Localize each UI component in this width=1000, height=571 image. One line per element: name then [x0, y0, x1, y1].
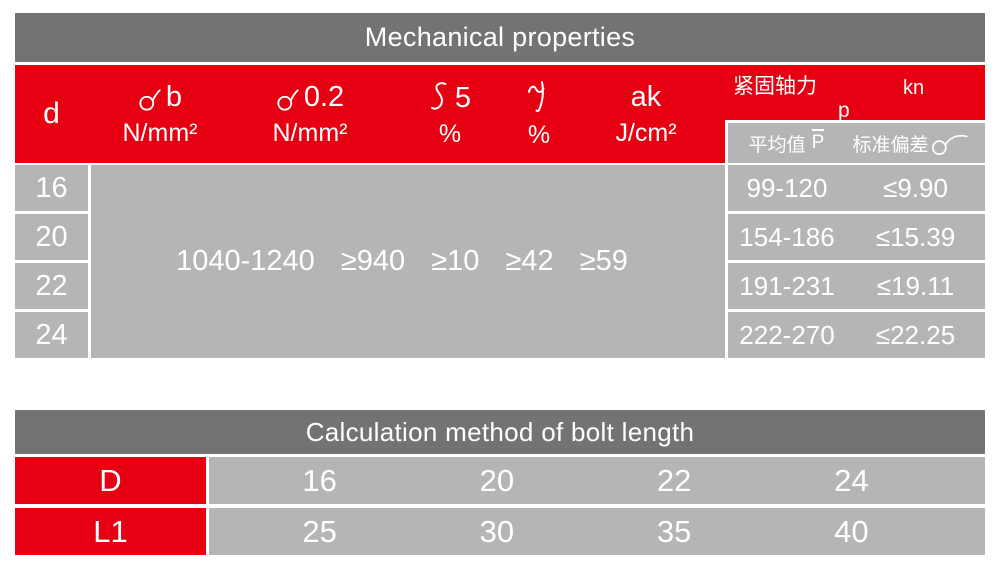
d-value-cell: 20: [15, 214, 88, 260]
length-values: 25 30 35 40: [209, 508, 985, 555]
column-psi-header: %: [489, 65, 589, 163]
avg-range-value: 191-231: [739, 270, 835, 301]
d-value: 20: [479, 462, 515, 498]
avg-range-value: 222-270: [739, 319, 835, 350]
length-row: L1 25 30 35 40: [15, 508, 985, 555]
avg-range-value: 99-120: [746, 172, 828, 203]
sigma-b-unit: N/mm²: [122, 118, 198, 147]
diameter-values: 16 20 22 24: [209, 457, 985, 504]
axial-force-row: 99-120 ≤9.90: [728, 165, 985, 211]
table1-body: 16 20 22 24 1040-1240 ≥940 ≥10 ≥42 ≥59 9…: [15, 165, 985, 358]
sigma-icon: [139, 88, 161, 111]
delta-5-suffix: 5: [454, 82, 472, 114]
d-value: 24: [834, 462, 869, 498]
std-max-value: ≤15.39: [875, 221, 956, 252]
average-label: 平均值: [748, 134, 806, 156]
column-ak-header: ak J/cm²: [596, 65, 696, 163]
column-d-header: d: [15, 65, 88, 163]
axial-force-subheader: 平均值 P 标准偏差: [725, 120, 985, 163]
d-value-cell: 22: [15, 263, 88, 309]
axial-force-unit: kn: [903, 77, 925, 99]
std-max-value: ≤19.11: [876, 270, 955, 301]
sigma-b-suffix: b: [165, 80, 183, 113]
column-delta-5-header: 5 %: [390, 65, 510, 163]
axial-force-row: 154-186 ≤15.39: [728, 214, 985, 260]
merged-properties-cell: 1040-1240 ≥940 ≥10 ≥42 ≥59: [91, 165, 725, 358]
column-sigma-b-header: b N/mm²: [85, 65, 235, 163]
d-value-cell: 16: [15, 165, 88, 211]
std-deviation-label: 标准偏差: [852, 134, 929, 156]
l1-value: 40: [834, 513, 869, 549]
row-label-D: D: [15, 457, 206, 504]
delta-5-unit: %: [438, 120, 462, 148]
table1-header: d b N/mm² 0.2: [15, 65, 985, 163]
axial-force-subscript: p: [838, 99, 850, 122]
axial-force-row: 222-270 ≤22.25: [728, 312, 985, 358]
table2-title: Calculation method of bolt length: [15, 410, 985, 454]
axial-force-label: 紧固轴力: [733, 75, 817, 98]
psi-icon: [528, 81, 545, 113]
bolt-length-table: Calculation method of bolt length D 16 2…: [15, 410, 985, 555]
row-label-L1: L1: [15, 508, 206, 555]
d-value: 22: [656, 462, 692, 498]
sigma-02-unit: N/mm²: [272, 118, 348, 147]
l1-value: 30: [479, 513, 515, 549]
column-sigma-02-header: 0.2 N/mm²: [235, 65, 385, 163]
l1-value: 25: [302, 513, 337, 549]
p-bar-symbol: P: [811, 129, 825, 153]
sigma-02-suffix: 0.2: [303, 80, 345, 113]
std-max-value: ≤9.90: [883, 172, 948, 203]
ak-unit: J/cm²: [615, 118, 677, 147]
ak-label: ak: [630, 80, 662, 113]
l1-value: 35: [656, 513, 692, 549]
table1-title: Mechanical properties: [15, 13, 985, 62]
sigma-icon: [931, 134, 968, 155]
mechanical-properties-table: Mechanical properties d b N/mm²: [15, 13, 985, 358]
psi-unit: %: [527, 121, 551, 149]
delta-icon: [430, 82, 447, 110]
axial-force-row: 191-231 ≤19.11: [728, 263, 985, 309]
sigma-icon: [277, 88, 299, 111]
d-label: d: [43, 97, 60, 130]
d-value-cell: 24: [15, 312, 88, 358]
std-max-value: ≤22.25: [875, 319, 956, 350]
avg-range-value: 154-186: [739, 221, 835, 252]
d-value: 16: [302, 462, 337, 498]
diameter-row: D 16 20 22 24: [15, 457, 985, 504]
